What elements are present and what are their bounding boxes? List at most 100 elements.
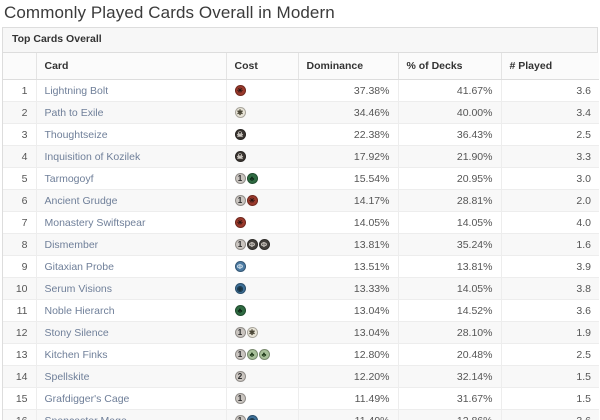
row-mana-cost: 1 ♣ xyxy=(226,167,299,190)
table-row[interactable]: 15 Grafdigger's Cage 1 11.49% 31.67% 1.5 xyxy=(3,387,599,410)
row-card-name[interactable]: Snapcaster Mage xyxy=(36,409,227,420)
row-card-name[interactable]: Stony Silence xyxy=(36,321,227,344)
mana-cost-group: ☀ xyxy=(234,212,290,233)
card-link[interactable]: Lightning Bolt xyxy=(44,84,109,97)
row-mana-cost: 1◉ xyxy=(226,409,299,420)
mana-symbol-gw-icon: ♣ xyxy=(246,349,258,360)
row-card-name[interactable]: Inquisition of Kozilek xyxy=(36,145,227,168)
row-pct-decks: 31.67% xyxy=(398,387,502,410)
mana-glyph-icon: ✱ xyxy=(248,327,256,337)
row-dominance: 11.49% xyxy=(298,409,399,420)
row-dominance: 37.38% xyxy=(298,79,399,102)
mana-glyph-icon: ◉ xyxy=(247,415,258,420)
row-played: 3.6 xyxy=(501,409,599,420)
row-card-name[interactable]: Thoughtseize xyxy=(36,123,227,146)
row-mana-cost: ◉ xyxy=(226,277,299,300)
column-header-cost[interactable]: Cost xyxy=(226,53,299,80)
row-card-name[interactable]: Kitchen Finks xyxy=(36,343,227,366)
table-row[interactable]: 9 Gitaxian Probe Φ 13.51% 13.81% 3.9 xyxy=(3,255,599,278)
column-header-rank[interactable] xyxy=(3,53,37,80)
table-row[interactable]: 6 Ancient Grudge 1 ☀ 14.17% 28.81% 2.0 xyxy=(3,189,599,212)
row-pct-decks: 41.67% xyxy=(398,79,502,102)
column-header-pct-decks[interactable]: % of Decks xyxy=(398,53,502,80)
row-card-name[interactable]: Dismember xyxy=(36,233,227,256)
row-card-name[interactable]: Spellskite xyxy=(36,365,227,388)
card-link[interactable]: Tarmogoyf xyxy=(44,172,94,185)
card-link[interactable]: Spellskite xyxy=(44,370,90,383)
table-row[interactable]: 7 Monastery Swiftspear ☀ 14.05% 14.05% 4.0 xyxy=(3,211,599,234)
row-card-name[interactable]: Monastery Swiftspear xyxy=(36,211,227,234)
table-row[interactable]: 13 Kitchen Finks 1 ♣ ♣ 12.80% 20.48% 2.5 xyxy=(3,343,599,366)
card-link[interactable]: Noble Hierarch xyxy=(44,304,115,317)
table-row[interactable]: 8 Dismember 1 Φ Φ 13.81% 35.24% 1.6 xyxy=(3,233,599,256)
mana-symbol-generic-icon: 1 xyxy=(234,327,246,338)
row-card-name[interactable]: Ancient Grudge xyxy=(36,189,227,212)
card-link[interactable]: Path to Exile xyxy=(44,106,104,119)
row-played: 1.5 xyxy=(501,387,599,410)
row-dominance: 13.04% xyxy=(298,299,399,322)
row-played: 2.5 xyxy=(501,123,599,146)
card-link[interactable]: Grafdigger's Cage xyxy=(44,392,130,405)
table-row[interactable]: 5 Tarmogoyf 1 ♣ 15.54% 20.95% 3.0 xyxy=(3,167,599,190)
card-link[interactable]: Monastery Swiftspear xyxy=(44,216,146,229)
table-row[interactable]: 3 Thoughtseize ☠ 22.38% 36.43% 2.5 xyxy=(3,123,599,146)
row-pct-decks: 14.52% xyxy=(398,299,502,322)
row-rank: 7 xyxy=(3,211,37,234)
row-card-name[interactable]: Lightning Bolt xyxy=(36,79,227,102)
row-rank: 6 xyxy=(3,189,37,212)
table-row[interactable]: 2 Path to Exile ✱ 34.46% 40.00% 3.4 xyxy=(3,101,599,124)
row-pct-decks: 40.00% xyxy=(398,101,502,124)
row-card-name[interactable]: Serum Visions xyxy=(36,277,227,300)
card-link[interactable]: Stony Silence xyxy=(44,326,109,339)
row-mana-cost: ☠ xyxy=(226,123,299,146)
card-link[interactable]: Snapcaster Mage xyxy=(45,415,127,420)
mana-cost-group: ♣ xyxy=(234,300,290,321)
table-row[interactable]: 11 Noble Hierarch ♣ 13.04% 14.52% 3.6 xyxy=(3,299,599,322)
card-link[interactable]: Dismember xyxy=(44,238,99,251)
table-row[interactable]: 10 Serum Visions ◉ 13.33% 14.05% 3.8 xyxy=(3,277,599,300)
mana-glyph-icon: Φ xyxy=(260,239,268,249)
card-link[interactable]: Ancient Grudge xyxy=(44,194,118,207)
row-pct-decks: 12.86% xyxy=(398,409,502,420)
row-played: 3.8 xyxy=(501,277,599,300)
mana-cost-group: ✱ xyxy=(234,102,290,123)
mana-symbol-bp-icon: Φ xyxy=(246,239,258,250)
card-link[interactable]: Serum Visions xyxy=(44,282,113,295)
mana-glyph-icon: ☠ xyxy=(236,151,244,161)
table-row[interactable]: 4 Inquisition of Kozilek ☠ 17.92% 21.90% 3.3 xyxy=(3,145,599,168)
row-card-name[interactable]: Path to Exile xyxy=(36,101,227,124)
card-link[interactable]: Gitaxian Probe xyxy=(44,260,114,273)
row-dominance: 13.81% xyxy=(298,233,399,256)
panel-heading: Top Cards Overall xyxy=(3,28,597,53)
mana-glyph-icon: ☀ xyxy=(248,195,256,205)
table-row[interactable]: 12 Stony Silence 1 ✱ 13.04% 28.10% 1.9 xyxy=(3,321,599,344)
mana-glyph-icon: ♣ xyxy=(249,173,255,183)
table-row[interactable]: 1 Lightning Bolt ☀ 37.38% 41.67% 3.6 xyxy=(3,79,599,102)
table-header: Card Cost Dominance % of Decks # Played xyxy=(3,53,599,80)
card-link[interactable]: Kitchen Finks xyxy=(44,348,108,361)
table-row[interactable]: 14 Spellskite 2 12.20% 32.14% 1.5 xyxy=(3,365,599,388)
top-cards-table: Card Cost Dominance % of Decks # Played … xyxy=(3,53,599,420)
mana-symbol-generic-icon: 1 xyxy=(234,239,246,250)
table-row[interactable]: 16 Snapcaster Mage 1◉ 11.49%12.86%3.6 xyxy=(3,409,599,420)
row-dominance: 22.38% xyxy=(298,123,399,146)
mana-symbol-generic-icon: 1 xyxy=(234,195,246,206)
mana-cost-group: ☠ xyxy=(234,146,290,167)
column-header-played[interactable]: # Played xyxy=(501,53,599,80)
column-header-card[interactable]: Card xyxy=(36,53,227,80)
row-card-name[interactable]: Gitaxian Probe xyxy=(36,255,227,278)
mana-symbol-r-icon: ☀ xyxy=(246,195,258,206)
row-pct-decks: 35.24% xyxy=(398,233,502,256)
row-rank: 16 xyxy=(3,409,37,420)
card-link[interactable]: Thoughtseize xyxy=(44,128,108,141)
row-card-name[interactable]: Tarmogoyf xyxy=(36,167,227,190)
row-rank: 5 xyxy=(3,167,37,190)
card-link[interactable]: Inquisition of Kozilek xyxy=(44,150,141,163)
mana-cost-group: 2 xyxy=(234,366,290,387)
row-rank: 15 xyxy=(3,387,37,410)
row-played: 3.9 xyxy=(501,255,599,278)
column-header-dominance[interactable]: Dominance xyxy=(298,53,399,80)
row-card-name[interactable]: Grafdigger's Cage xyxy=(36,387,227,410)
row-card-name[interactable]: Noble Hierarch xyxy=(36,299,227,322)
